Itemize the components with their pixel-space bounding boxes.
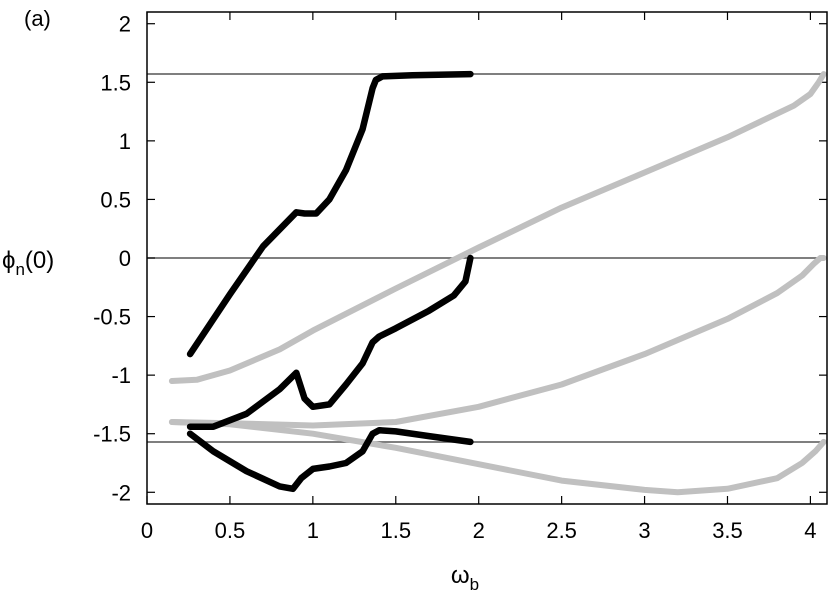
y-tick-label: -2: [111, 480, 131, 505]
y-tick-label: 2: [119, 12, 131, 37]
gray-curve-5: [168, 419, 827, 496]
x-axis-label-sub: b: [470, 575, 479, 594]
x-tick-label: 2.5: [546, 518, 577, 543]
x-tick-label: 2: [473, 518, 485, 543]
gray-curve-3: [168, 71, 827, 384]
y-axis-label-suffix: (0): [25, 247, 54, 274]
x-tick-label: 0: [141, 518, 153, 543]
x-tick-labels: 0 0.5 1 1.5 2 2.5 3 3.5 4: [141, 518, 817, 543]
panel-label: (a): [24, 6, 51, 31]
black-curve-2: [186, 426, 474, 493]
y-tick-label: 0: [119, 246, 131, 271]
y-axis-label-sub: n: [15, 260, 24, 279]
x-tick-label: 1: [307, 518, 319, 543]
y-tick-label: -0.5: [93, 305, 131, 330]
reference-lines: [147, 73, 827, 443]
black-curve-0: [186, 70, 474, 358]
y-axis-label-main: ϕ: [2, 247, 15, 274]
y-tick-label: 1: [119, 129, 131, 154]
x-tick-label: 0.5: [215, 518, 246, 543]
y-tick-label: 0.5: [100, 187, 131, 212]
plot-frame: [146, 11, 828, 505]
x-tick-label: 1.5: [380, 518, 411, 543]
x-axis-label: ωb: [451, 562, 479, 594]
x-axis-label-main: ω: [451, 562, 470, 589]
y-tick-label: 1.5: [100, 70, 131, 95]
y-tick-label: -1.5: [93, 422, 131, 447]
y-axis-label: ϕn(0): [2, 247, 54, 279]
y-tick-labels: 2 1.5 1 0.5 0 -0.5 -1 -1.5 -2: [93, 12, 131, 506]
series-layer: [168, 70, 827, 496]
x-tick-label: 3: [638, 518, 650, 543]
gray-curve-4: [168, 255, 827, 429]
x-tick-label: 3.5: [712, 518, 743, 543]
ticks: [146, 12, 827, 504]
y-tick-label: -1: [111, 363, 131, 388]
black-curve-1: [186, 254, 474, 430]
x-tick-label: 4: [804, 518, 816, 543]
